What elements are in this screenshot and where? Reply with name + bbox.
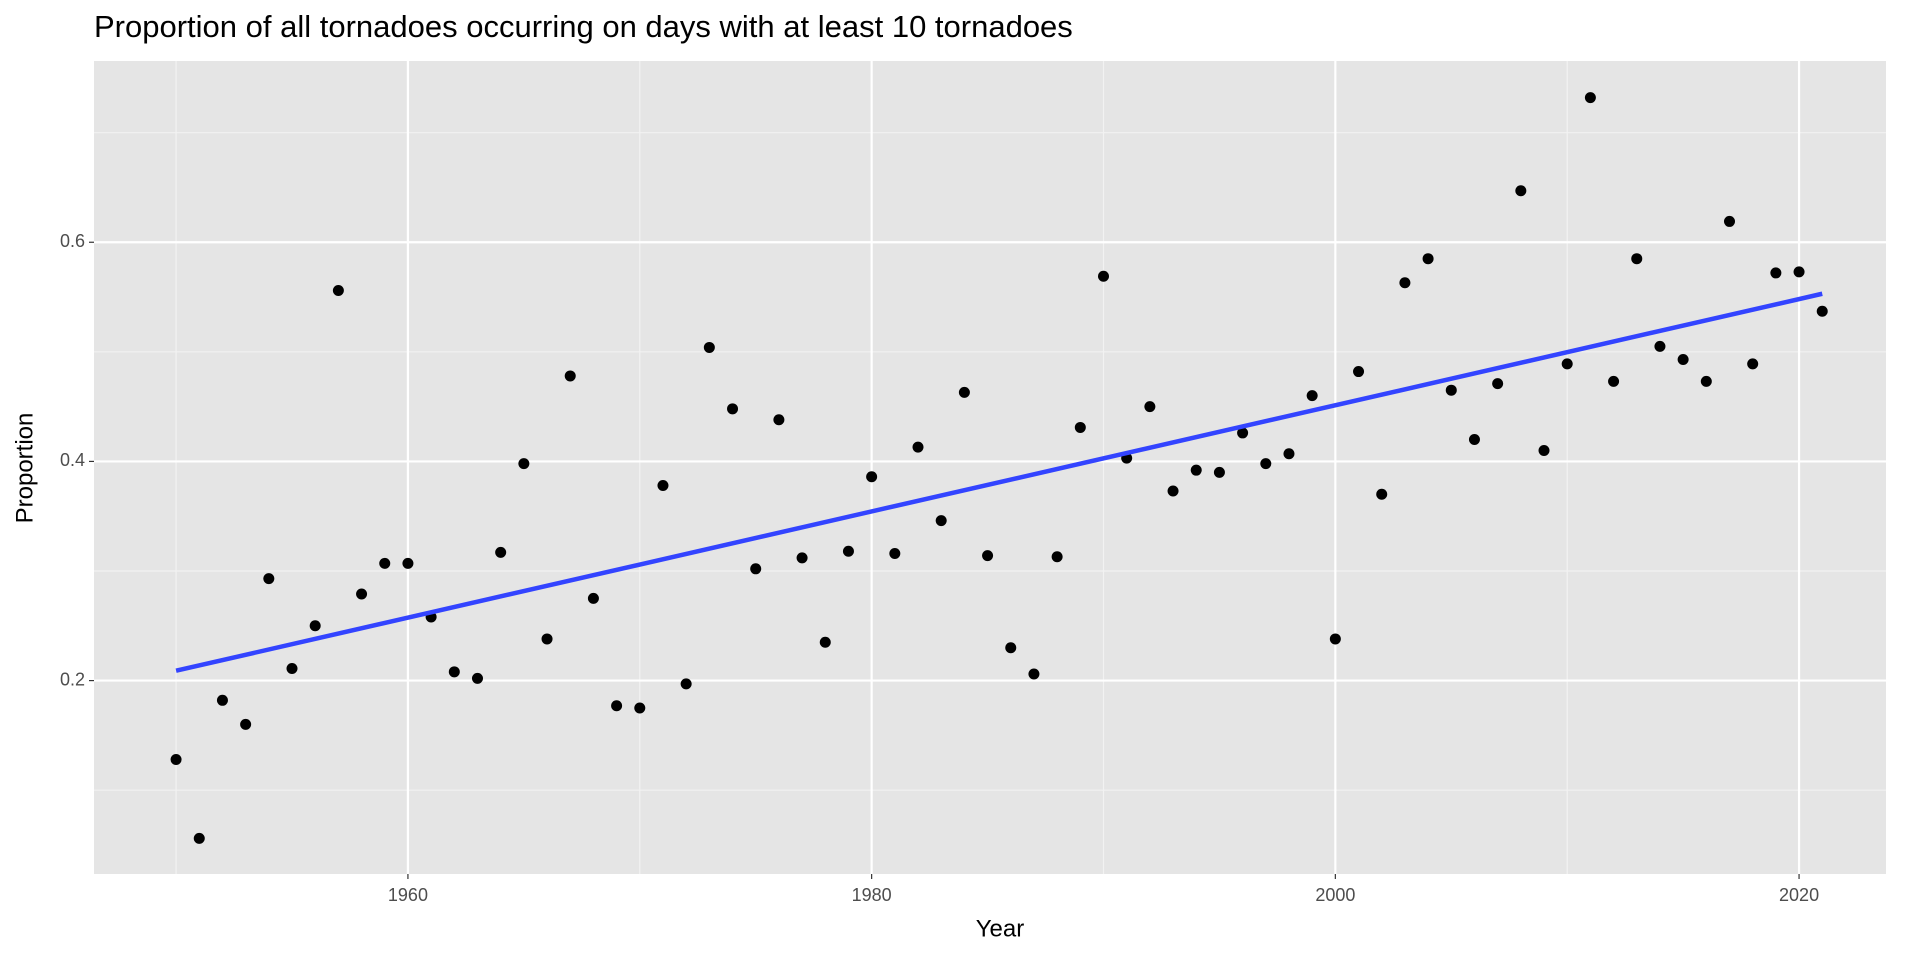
point [773, 414, 785, 426]
point [1584, 92, 1596, 104]
point [1747, 358, 1759, 370]
point [471, 672, 483, 684]
point [286, 663, 298, 675]
x-tick-label: 2000 [1315, 885, 1355, 905]
point [332, 284, 344, 296]
point [958, 386, 970, 398]
point [796, 552, 808, 564]
point [1237, 427, 1249, 439]
point [1028, 668, 1040, 680]
point [1260, 458, 1272, 470]
point [379, 557, 391, 569]
x-tick-label: 1980 [852, 885, 892, 905]
point [193, 832, 205, 844]
point [727, 403, 739, 415]
point [657, 480, 669, 492]
point [1283, 448, 1295, 460]
point [1608, 375, 1620, 387]
point [1492, 378, 1504, 390]
point [402, 557, 414, 569]
y-tick-label: 0.2 [60, 669, 85, 689]
point [495, 546, 507, 558]
point [356, 588, 368, 600]
point [1190, 464, 1202, 476]
point [1654, 340, 1666, 352]
point [889, 547, 901, 559]
point [1561, 358, 1573, 370]
x-tick-label: 1960 [388, 885, 428, 905]
point [1353, 366, 1365, 378]
point [1700, 375, 1712, 387]
point [935, 515, 947, 527]
point [240, 718, 252, 730]
point [912, 441, 924, 453]
point [1376, 488, 1388, 500]
chart-title: Proportion of all tornadoes occurring on… [94, 9, 1073, 44]
point [448, 666, 460, 678]
point [611, 700, 623, 712]
trend-line [175, 291, 1823, 673]
point [1793, 266, 1805, 278]
point [587, 592, 599, 604]
point [982, 550, 994, 562]
point [703, 341, 715, 353]
point [170, 753, 182, 765]
point [819, 636, 831, 648]
point [216, 694, 228, 706]
point [309, 620, 321, 632]
y-axis-title: Proportion [11, 413, 38, 524]
point [1329, 633, 1341, 645]
point [1399, 277, 1411, 289]
point [1468, 434, 1480, 446]
point [842, 545, 854, 557]
point [866, 471, 878, 483]
point [1213, 466, 1225, 478]
point [564, 370, 576, 382]
point [1051, 551, 1063, 563]
point [518, 458, 530, 470]
y-tick-label: 0.6 [60, 231, 85, 251]
point [263, 573, 275, 585]
y-tick-label: 0.4 [60, 450, 85, 470]
point [541, 633, 553, 645]
point [1770, 267, 1782, 279]
plot-panel [94, 61, 1886, 874]
point [1074, 421, 1086, 433]
point [1422, 253, 1434, 265]
point [1515, 185, 1527, 197]
x-tick-label: 2020 [1779, 885, 1819, 905]
point [1306, 390, 1318, 402]
point [1097, 270, 1109, 282]
point [1723, 215, 1735, 227]
point [680, 678, 692, 690]
x-axis-title: Year [976, 915, 1025, 942]
point [1445, 384, 1457, 396]
point [750, 563, 762, 575]
point [1167, 485, 1179, 497]
point [1816, 305, 1828, 317]
point [1144, 401, 1156, 413]
point [634, 702, 646, 714]
point [1005, 642, 1017, 654]
point [1677, 354, 1689, 366]
point [1631, 253, 1643, 265]
point [1538, 444, 1550, 456]
